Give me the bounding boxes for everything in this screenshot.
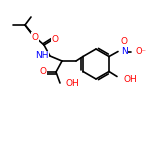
Text: O: O — [39, 66, 46, 75]
Text: OH: OH — [65, 78, 79, 87]
Text: N: N — [121, 48, 127, 57]
Text: O: O — [120, 38, 128, 46]
Text: O: O — [51, 36, 58, 45]
Text: O⁻: O⁻ — [136, 48, 147, 57]
Text: O: O — [32, 33, 39, 42]
Text: NH: NH — [36, 51, 49, 60]
Text: OH: OH — [124, 75, 138, 84]
